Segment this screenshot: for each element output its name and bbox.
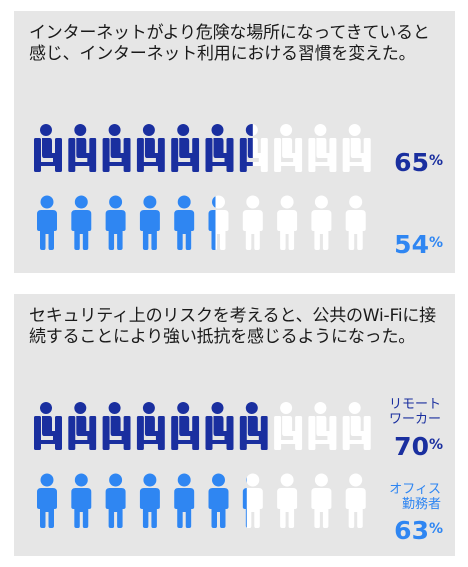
value-label-remote: 70% [394, 432, 443, 461]
standing-person-icon [139, 473, 160, 528]
seated-person-icon [342, 124, 371, 172]
seated-person-icon [205, 402, 234, 450]
category-label-office: オフィス 勤務者 [389, 482, 441, 512]
icon-row-seated [34, 402, 371, 450]
seated-person-icon [171, 402, 200, 450]
standing-person-icon [37, 473, 57, 528]
standing-person-icon [345, 195, 366, 250]
standing-person-icon [208, 473, 229, 528]
standing-person-icon [311, 473, 332, 528]
value-label-seated: 65% [394, 148, 443, 177]
seated-person-icon [205, 124, 234, 172]
seated-person-icon [102, 402, 131, 450]
panel-heading: セキュリティ上のリスクを考えると、公共のWi-Fiに接続することにより強い抵抗を… [29, 306, 436, 347]
seated-person-icon [136, 124, 165, 172]
seated-person-icon [34, 402, 62, 450]
icon-row-standing [37, 195, 366, 250]
seated-person-icon [68, 124, 97, 172]
seated-person-icon [68, 402, 97, 450]
standing-person-icon [277, 195, 298, 250]
panel-heading: インターネットがより危険な場所になってきていると感じ、インターネット利用における… [29, 23, 430, 64]
standing-person-icon [71, 195, 92, 250]
seated-person-icon [239, 402, 268, 450]
seated-person-icon [136, 402, 165, 450]
panel-public-wifi: セキュリティ上のリスクを考えると、公共のWi-Fiに接続することにより強い抵抗を… [14, 294, 455, 556]
pictogram-chart [34, 402, 371, 528]
standing-person-icon [345, 473, 366, 528]
seated-person-icon [308, 124, 337, 172]
value-label-standing: 54% [394, 230, 443, 259]
standing-person-icon [174, 195, 195, 250]
standing-person-icon [242, 195, 263, 250]
standing-person-icon [105, 195, 126, 250]
seated-person-icon [102, 124, 131, 172]
standing-person-icon [174, 473, 195, 528]
seated-person-icon [239, 124, 268, 172]
panel-internet-habits: インターネットがより危険な場所になってきていると感じ、インターネット利用における… [14, 11, 455, 273]
category-label-remote: リモート ワーカー [388, 397, 441, 427]
standing-person-icon [71, 473, 92, 528]
standing-person-icon [139, 195, 160, 250]
seated-person-icon [342, 402, 371, 450]
seated-person-icon [34, 124, 62, 172]
standing-person-icon [311, 195, 332, 250]
seated-person-icon [308, 402, 337, 450]
seated-person-icon [171, 124, 200, 172]
standing-person-icon [277, 473, 298, 528]
standing-person-icon [105, 473, 126, 528]
icon-row-standing [37, 473, 366, 528]
standing-person-icon [208, 195, 229, 250]
standing-person-icon [37, 195, 57, 250]
value-label-office: 63% [394, 516, 443, 545]
seated-person-icon [274, 124, 303, 172]
pictogram-chart [34, 124, 371, 250]
standing-person-icon [242, 473, 263, 528]
seated-person-icon [274, 402, 303, 450]
icon-row-seated [34, 124, 371, 172]
